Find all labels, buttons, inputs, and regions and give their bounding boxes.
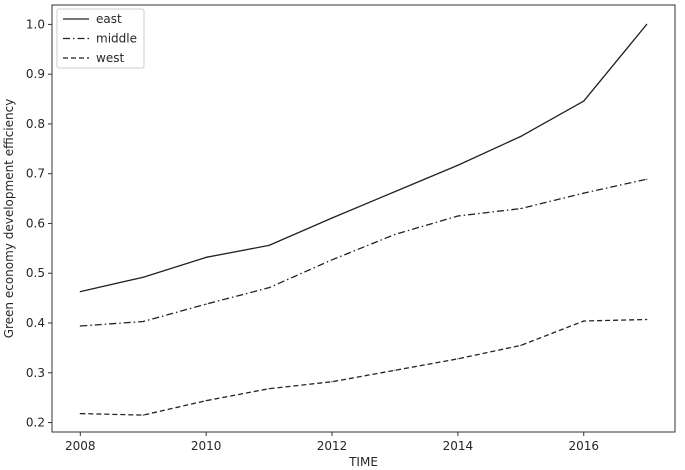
x-tick-label: 2016 <box>568 439 599 453</box>
data-point-west <box>205 400 207 402</box>
data-point-middle <box>331 259 333 261</box>
data-point-east <box>583 100 585 102</box>
data-point-middle <box>457 215 459 217</box>
data-point-middle <box>79 325 81 327</box>
data-point-east <box>646 23 648 26</box>
legend-label-west: west <box>96 51 124 65</box>
plot-frame <box>51 4 676 433</box>
data-point-west <box>457 358 459 360</box>
series-line-west <box>80 318 647 416</box>
data-point-west <box>268 388 270 390</box>
legend-box <box>56 8 145 69</box>
data-point-middle <box>520 207 522 210</box>
y-tick-label: 0.5 <box>26 266 45 280</box>
data-point-east <box>394 191 396 193</box>
legend-label-east: east <box>96 12 122 26</box>
series-line-middle <box>80 178 647 327</box>
data-point-west <box>646 318 648 321</box>
x-tick-label: 2010 <box>191 439 222 453</box>
x-tick-label: 2014 <box>443 439 474 453</box>
x-tick-label: 2012 <box>317 439 348 453</box>
series-lines <box>79 23 648 416</box>
data-point-middle <box>142 320 144 323</box>
data-point-west <box>394 369 396 371</box>
data-point-east <box>331 217 333 219</box>
legend: east middle west <box>56 8 145 69</box>
x-axis-title: TIME <box>348 455 378 469</box>
data-point-east <box>142 276 144 278</box>
y-tick-label: 0.7 <box>26 167 45 181</box>
data-point-east <box>457 164 459 166</box>
data-point-west <box>142 414 144 416</box>
legend-label-middle: middle <box>96 32 137 46</box>
data-point-east <box>205 256 207 258</box>
y-tick-label: 1.0 <box>26 17 45 31</box>
data-point-middle <box>583 192 585 194</box>
data-point-west <box>331 381 333 383</box>
y-tick-label: 0.3 <box>26 366 45 380</box>
data-point-middle <box>205 303 207 305</box>
data-point-middle <box>268 287 270 289</box>
x-tick-label: 2008 <box>65 439 96 453</box>
y-axis-ticks: 0.2 0.3 0.4 0.5 0.6 0.7 0.8 0.9 1.0 <box>26 17 52 430</box>
data-point-middle <box>646 178 648 180</box>
y-tick-label: 0.2 <box>26 416 45 430</box>
y-tick-label: 0.8 <box>26 117 45 131</box>
y-axis-title: Green economy development efficiency <box>2 99 16 339</box>
data-point-east <box>79 291 81 293</box>
data-point-east <box>268 244 270 246</box>
y-tick-label: 0.4 <box>26 316 45 330</box>
data-point-west <box>520 344 522 347</box>
data-point-middle <box>394 233 396 236</box>
y-tick-label: 0.6 <box>26 216 45 230</box>
y-tick-label: 0.9 <box>26 67 45 81</box>
series-line-east <box>80 23 648 293</box>
x-axis-ticks: 2008 2010 2012 2014 2016 <box>65 432 599 453</box>
data-point-west <box>79 412 81 415</box>
data-point-west <box>583 320 585 322</box>
data-point-east <box>520 135 522 137</box>
